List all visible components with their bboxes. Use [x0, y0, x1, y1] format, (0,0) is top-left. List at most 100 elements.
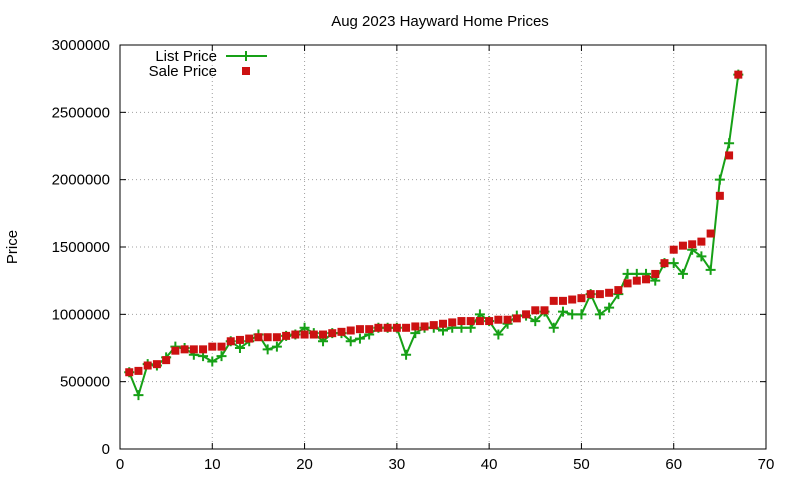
sale-price-point — [660, 259, 669, 268]
sale-price-point — [651, 269, 660, 278]
y-tick-label: 500000 — [60, 374, 110, 391]
sale-price-point — [125, 368, 134, 377]
x-tick-label: 0 — [116, 456, 124, 473]
y-tick-label: 2000000 — [52, 172, 110, 189]
sale-price-point — [217, 342, 226, 351]
list-price-point — [401, 349, 412, 360]
list-price-point — [705, 264, 716, 275]
x-tick-label: 20 — [296, 456, 313, 473]
plot-frame — [119, 44, 767, 450]
sale-price-point — [199, 345, 208, 354]
sale-price-point — [688, 240, 697, 249]
x-tick-label: 30 — [389, 456, 406, 473]
sale-price-point — [272, 333, 281, 342]
sale-price-point — [669, 245, 678, 254]
legend: List Price Sale Price — [149, 48, 267, 80]
sale-price-point — [282, 331, 291, 340]
sale-price-point — [263, 333, 272, 342]
sale-price-point — [706, 229, 715, 238]
sale-price-point — [715, 191, 724, 200]
sale-price-point — [485, 317, 494, 326]
sale-price-point — [402, 323, 411, 332]
legend-label-sale-price: Sale Price — [149, 63, 217, 80]
y-tick-label: 1500000 — [52, 239, 110, 256]
sale-price-point — [448, 318, 457, 327]
sale-price-point — [522, 310, 531, 319]
sale-price-point — [365, 325, 374, 334]
ticks: 0 10 20 30 40 50 60 70 0 500000 1000000 1500000 2000… — [52, 37, 775, 473]
sale-price-point — [411, 322, 420, 331]
sale-price-point — [143, 361, 152, 370]
sale-price-point — [374, 323, 383, 332]
list-price-point — [271, 341, 282, 352]
sale-price-point — [291, 330, 300, 339]
sale-price-point — [558, 296, 567, 305]
sale-price-point — [678, 241, 687, 250]
list-price-point — [133, 390, 144, 401]
sale-price-point — [475, 317, 484, 326]
list-price-point — [548, 322, 559, 333]
sale-price-point — [577, 294, 586, 303]
list-price-point — [594, 309, 605, 320]
sale-price-point — [355, 325, 364, 334]
sale-price-point — [189, 345, 198, 354]
list-price-point — [557, 306, 568, 317]
sale-price-point — [245, 334, 254, 343]
x-tick-label: 60 — [665, 456, 682, 473]
sale-price-point — [623, 279, 632, 288]
sale-price-point — [439, 319, 447, 328]
list-price-point — [696, 251, 707, 262]
list-price-point — [677, 268, 688, 279]
list-price-point — [234, 343, 245, 353]
sale-price-point — [309, 330, 318, 339]
y-tick-label: 1000000 — [52, 306, 110, 323]
sale-price-point — [595, 290, 604, 299]
chart-title: Aug 2023 Hayward Home Prices — [331, 13, 549, 30]
sale-price-point — [152, 360, 161, 369]
y-tick-label: 2500000 — [52, 104, 110, 121]
list-price-point — [216, 351, 227, 362]
sale-price-point — [531, 306, 540, 315]
list-price-point — [207, 356, 218, 367]
y-axis-label: Price — [4, 230, 21, 264]
sale-price-point — [180, 345, 189, 354]
legend-marker-sale-price — [242, 67, 250, 75]
x-tick-label: 50 — [573, 456, 590, 473]
list-price-point — [345, 336, 356, 347]
grid — [120, 45, 766, 449]
list-price-point — [354, 333, 365, 344]
list-price-point — [622, 268, 633, 279]
sale-price-point — [605, 288, 614, 297]
list-price-point — [567, 309, 578, 320]
x-tick-label: 40 — [481, 456, 498, 473]
list-price-point — [604, 302, 615, 313]
list-price-point — [262, 344, 273, 355]
sale-price-point — [319, 330, 328, 339]
x-tick-label: 70 — [758, 456, 775, 473]
sale-price-point — [134, 366, 143, 375]
sale-price-point — [226, 337, 235, 346]
sale-price-point — [466, 317, 475, 326]
sale-price-point — [235, 335, 244, 344]
sale-price-point — [494, 315, 503, 324]
sale-price-point — [300, 330, 309, 339]
y-tick-label: 3000000 — [52, 37, 110, 54]
sale-price-point — [586, 290, 595, 299]
sale-price-point — [642, 275, 651, 284]
list-price-point — [714, 174, 725, 185]
x-tick-label: 10 — [204, 456, 221, 473]
sale-price-point — [457, 317, 466, 326]
sale-price-point — [429, 321, 438, 330]
sale-price-point — [568, 295, 577, 304]
sale-price-point — [512, 314, 521, 323]
sale-price-point — [549, 296, 558, 305]
sale-price-point — [540, 306, 549, 315]
sale-price-point — [503, 315, 512, 324]
sale-price-point — [346, 326, 355, 335]
sale-price-point — [254, 333, 263, 342]
sale-price-point — [162, 356, 171, 365]
list-price-point — [530, 316, 541, 327]
list-price-point — [668, 258, 679, 269]
sale-price-point — [337, 327, 346, 336]
